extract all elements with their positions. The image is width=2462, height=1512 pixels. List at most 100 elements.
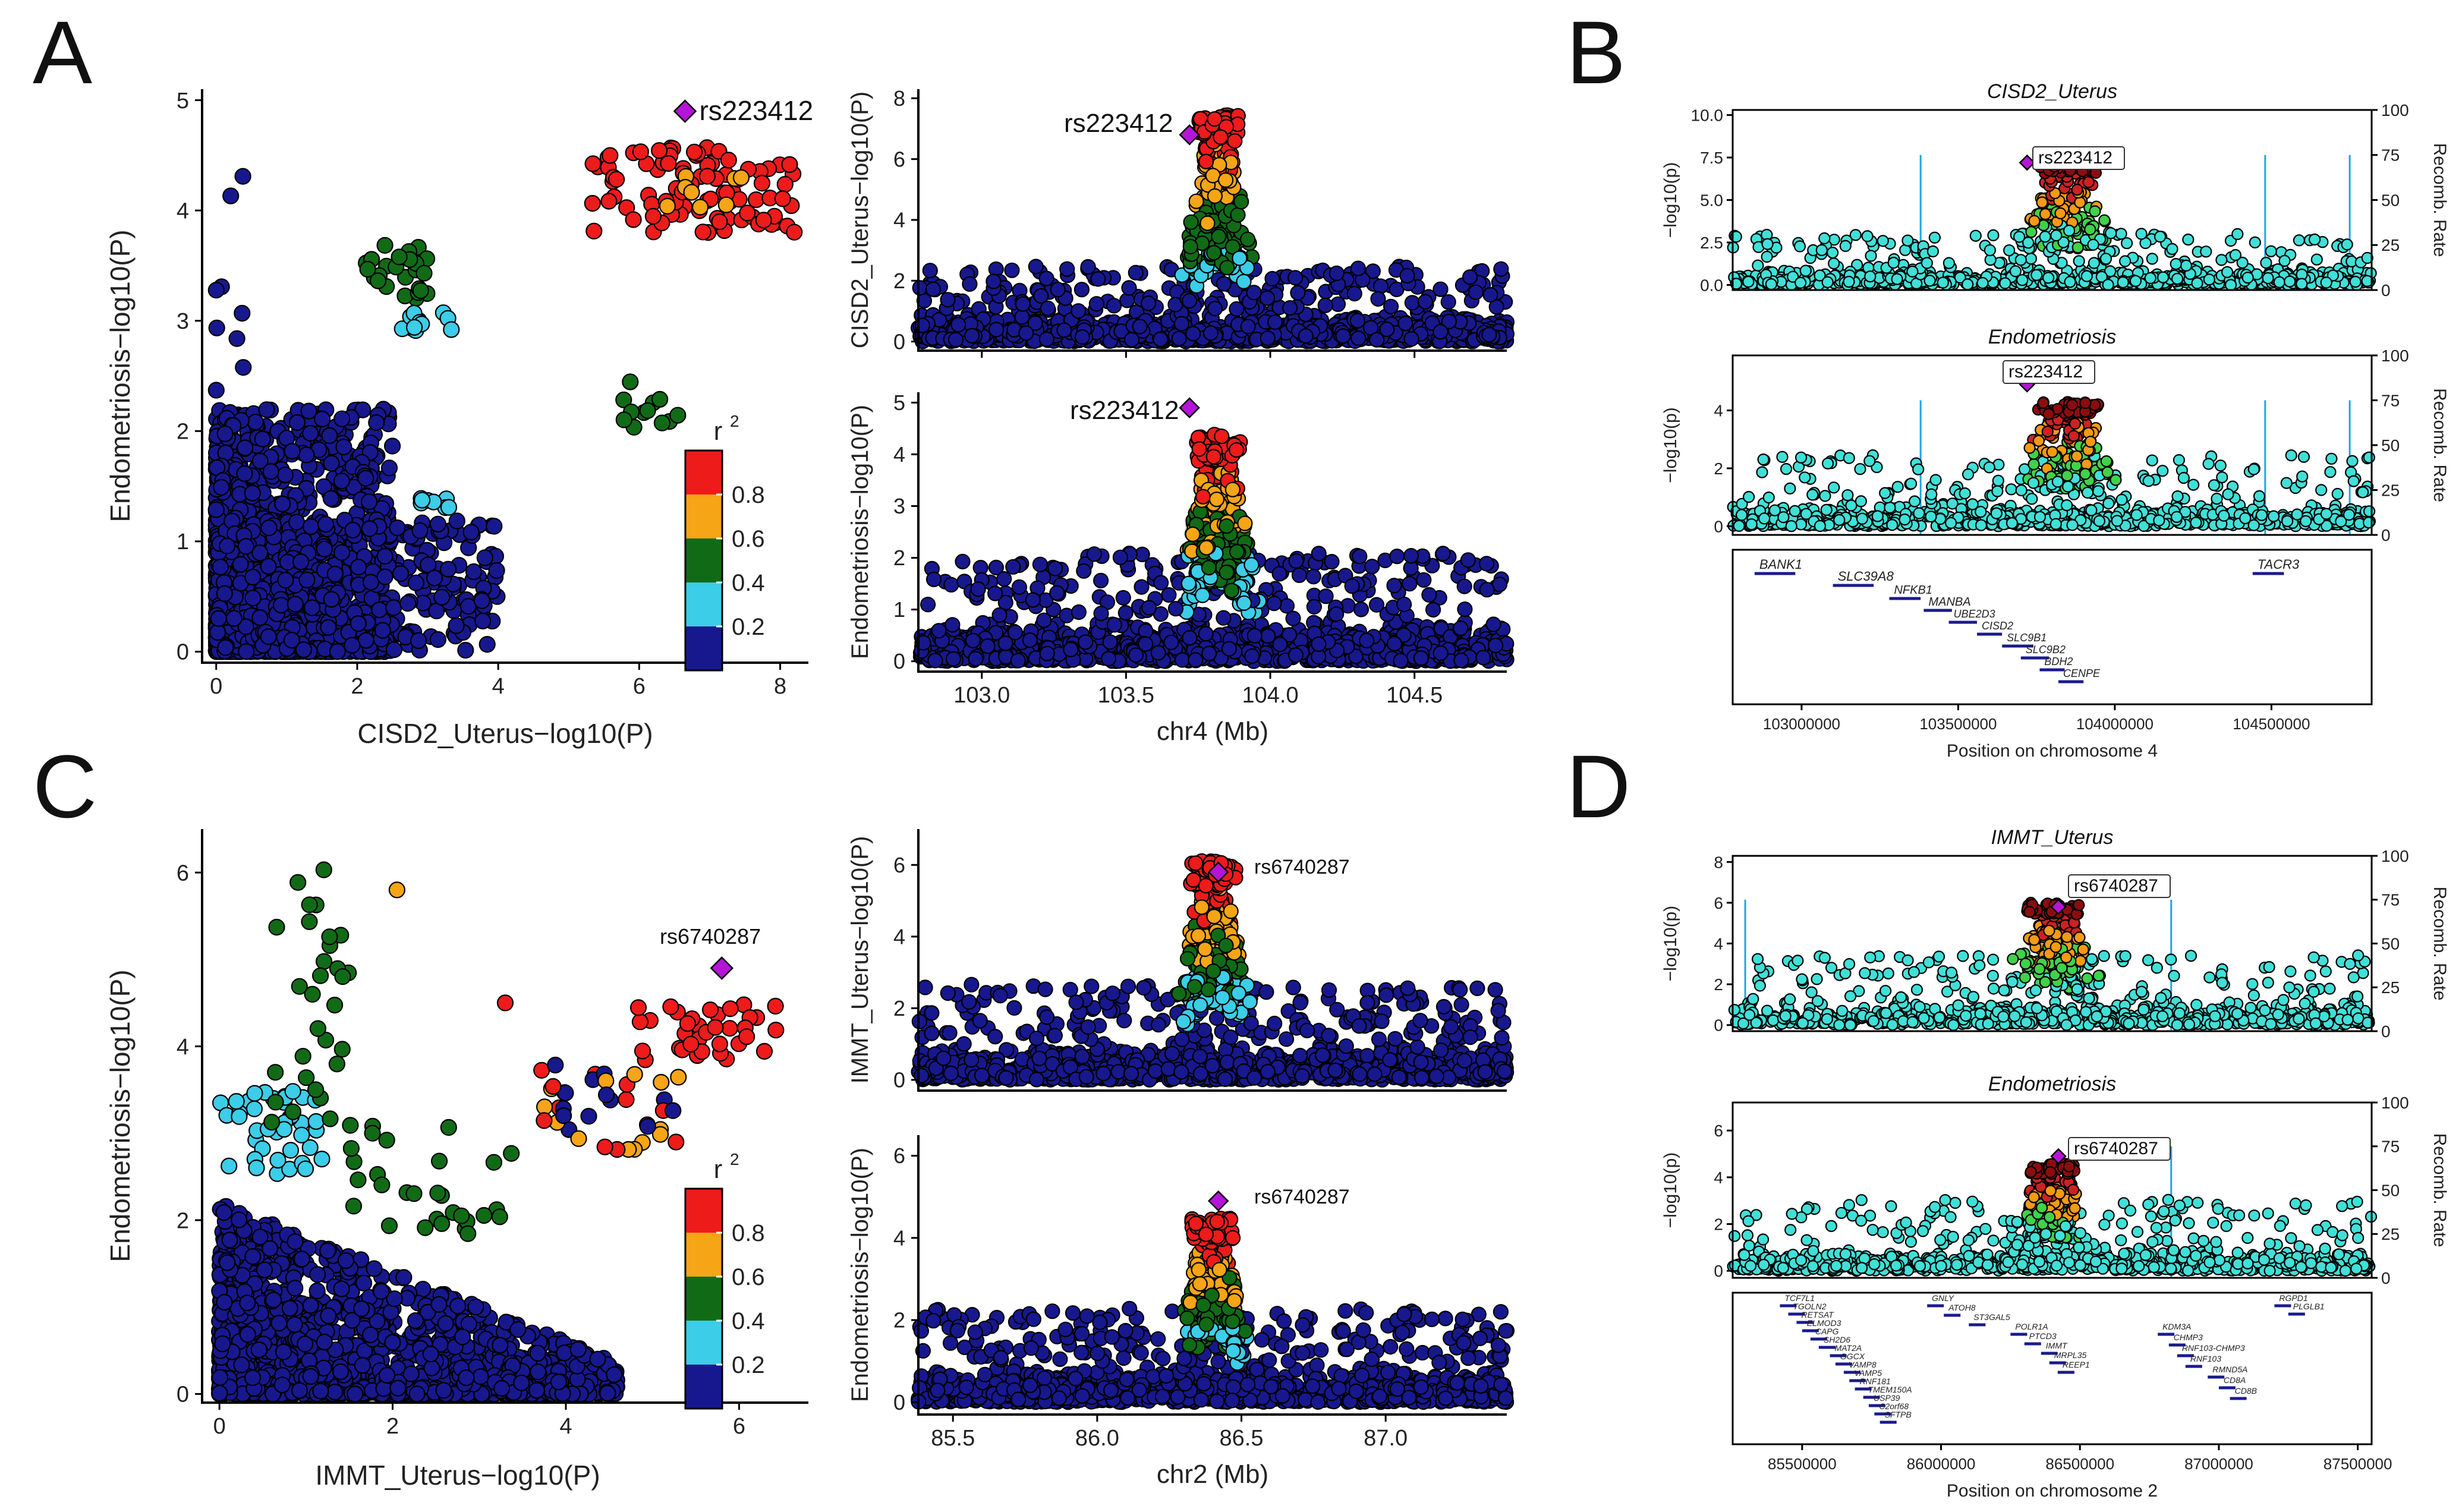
scatter-a-point bbox=[385, 599, 402, 616]
scatter-a-point bbox=[298, 446, 315, 464]
locus-point bbox=[1201, 645, 1217, 662]
scatter-a-point bbox=[607, 171, 625, 188]
locus-point bbox=[1475, 650, 1491, 666]
scatter-a-point bbox=[209, 623, 226, 641]
scatter-a-point bbox=[429, 515, 447, 533]
scatter-a-point bbox=[376, 547, 393, 565]
locus-point bbox=[1199, 215, 1216, 231]
locus-point bbox=[1078, 634, 1094, 650]
scatter-a-point bbox=[208, 319, 225, 336]
locus-point bbox=[1324, 553, 1340, 570]
locus-point bbox=[1246, 628, 1263, 644]
scatter-a-point bbox=[486, 518, 503, 535]
locus-point bbox=[1047, 560, 1063, 577]
locus-point bbox=[1007, 625, 1024, 641]
scatter-a-point bbox=[615, 391, 632, 408]
locus-point bbox=[1063, 641, 1079, 658]
locus-point bbox=[1022, 632, 1038, 648]
locus-point bbox=[1049, 585, 1065, 601]
locus-point bbox=[1173, 316, 1190, 332]
locus-point bbox=[1140, 295, 1157, 311]
locus-point bbox=[1028, 259, 1044, 275]
scatter-a-point bbox=[448, 617, 465, 634]
scatter-a-point bbox=[288, 514, 306, 531]
locus-point bbox=[1153, 575, 1169, 591]
scatter-a-point bbox=[600, 193, 618, 210]
locus-point bbox=[1153, 331, 1169, 348]
locus-point bbox=[1402, 575, 1418, 592]
locus-point bbox=[996, 571, 1012, 587]
scatter-a-point bbox=[361, 520, 378, 537]
locus-point bbox=[1195, 489, 1211, 505]
locus-point bbox=[988, 322, 1005, 338]
locus-point bbox=[1106, 298, 1122, 314]
points-layer bbox=[207, 99, 2378, 1410]
scatter-a-point bbox=[288, 414, 306, 431]
scatter-a-point bbox=[326, 565, 344, 583]
locus-point bbox=[1121, 280, 1137, 296]
locus-point bbox=[1032, 556, 1049, 572]
scatter-a-point bbox=[244, 568, 262, 586]
locus-point bbox=[1071, 303, 1087, 319]
locus-point bbox=[1317, 297, 1333, 313]
scatter-a-point bbox=[376, 237, 393, 254]
scatter-a-point bbox=[212, 558, 229, 576]
scatter-a-point bbox=[350, 559, 367, 576]
locus-point bbox=[1005, 559, 1021, 575]
locus-point bbox=[1211, 228, 1227, 244]
locus-point bbox=[1282, 300, 1298, 316]
scatter-a-point bbox=[625, 211, 642, 228]
scatter-a-point bbox=[225, 610, 243, 627]
scatter-a-point bbox=[323, 455, 340, 472]
locus-point bbox=[950, 317, 966, 333]
scatter-a-point bbox=[413, 492, 431, 509]
scatter-a-point bbox=[739, 204, 756, 222]
scatter-a-point bbox=[320, 619, 337, 636]
locus-point bbox=[1396, 596, 1412, 613]
scatter-a-point bbox=[284, 442, 301, 460]
scatter-a-point bbox=[283, 631, 300, 649]
scatter-a-point bbox=[323, 591, 340, 608]
scatter-a-point bbox=[357, 470, 374, 487]
locus-point bbox=[925, 571, 942, 587]
locus-point bbox=[1167, 600, 1184, 617]
locus-point bbox=[1205, 168, 1221, 184]
scatter-a-point bbox=[407, 574, 425, 591]
locus-point bbox=[1370, 291, 1386, 307]
locus-point bbox=[1182, 630, 1198, 646]
scatter-a-point bbox=[720, 152, 737, 169]
scatter-a-point bbox=[300, 402, 317, 420]
scatter-a-point bbox=[385, 641, 403, 659]
scatter-a-point bbox=[260, 557, 277, 575]
locus-point bbox=[1287, 270, 1304, 286]
locus-point bbox=[1182, 238, 1198, 254]
locus-point bbox=[1205, 245, 1222, 261]
locus-point bbox=[1207, 111, 1223, 127]
scatter-a-point bbox=[207, 501, 225, 518]
scatter-a-point bbox=[650, 142, 668, 159]
locus-point bbox=[1102, 634, 1118, 650]
locus-point bbox=[1221, 641, 1237, 657]
locus-point bbox=[1456, 578, 1472, 594]
scatter-a-point bbox=[585, 222, 603, 240]
locus-point bbox=[1291, 567, 1308, 583]
locus-point bbox=[1440, 294, 1456, 310]
locus-point bbox=[1100, 651, 1117, 667]
scatter-a-point bbox=[359, 260, 376, 278]
scatter-a-point bbox=[374, 622, 391, 639]
locus-point bbox=[947, 332, 964, 348]
scatter-a-point bbox=[333, 544, 351, 561]
scatter-a-point bbox=[244, 590, 262, 607]
scatter-a-point bbox=[222, 187, 240, 204]
scatter-a-point bbox=[411, 522, 429, 539]
scatter-a-point bbox=[237, 538, 254, 555]
locus-point bbox=[1227, 133, 1243, 149]
scatter-a-point bbox=[292, 553, 310, 571]
scatter-a-point bbox=[210, 610, 227, 627]
scatter-a-point bbox=[389, 519, 406, 537]
locus-point bbox=[1264, 270, 1280, 287]
locus-point bbox=[1123, 332, 1140, 348]
locus-point bbox=[1305, 568, 1321, 585]
scatter-a-point bbox=[717, 196, 735, 213]
